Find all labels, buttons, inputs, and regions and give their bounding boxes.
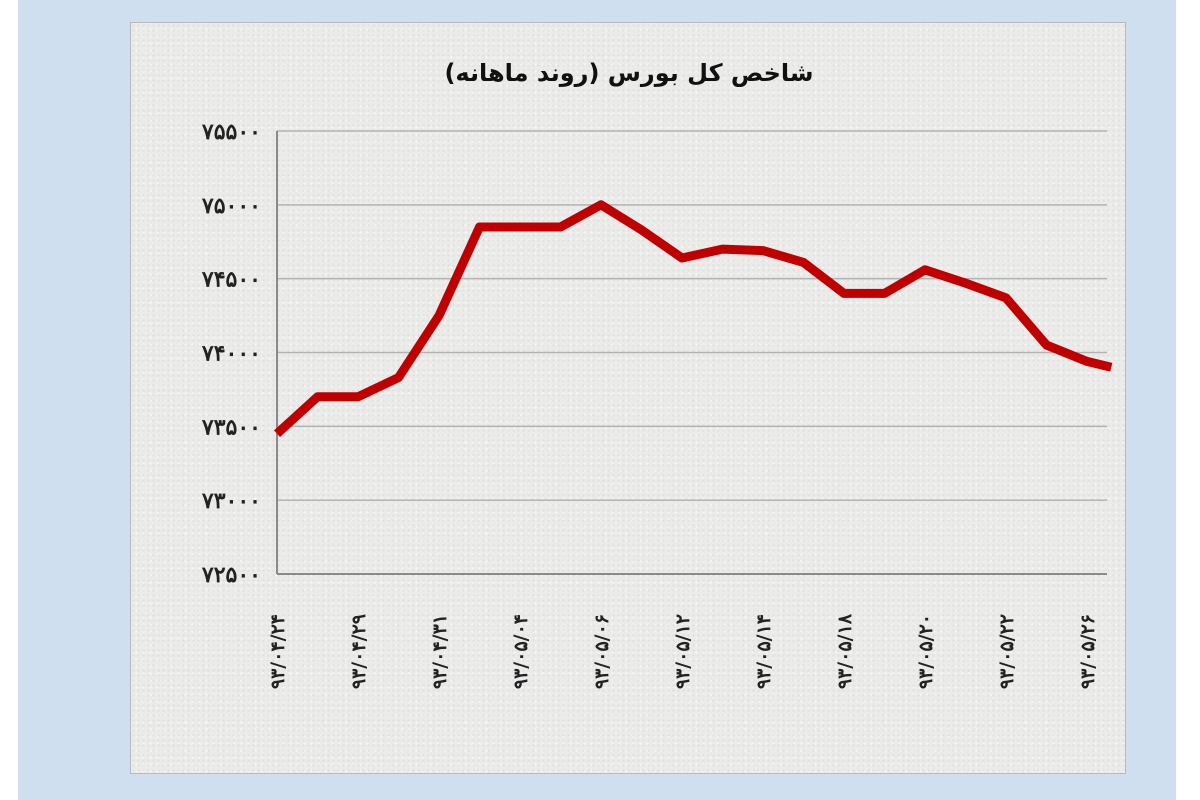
x-tick-label: ۹۳/۰۵/۲۲ xyxy=(996,614,1018,689)
x-tick-label: ۹۳/۰۴/۲۹ xyxy=(348,614,370,689)
x-tick-label: ۹۳/۰۵/۰۶ xyxy=(591,614,613,689)
chart-frame: شاخص کل بورس (روند ماهانه) ۷۲۵۰۰ ۷۳۰۰۰ ۷۳۵… xyxy=(18,0,1176,800)
y-tick-labels: ۷۲۵۰۰ ۷۳۰۰۰ ۷۳۵۰۰ ۷۴۰۰۰ ۷۴۵۰۰ ۷۵۰۰۰ ۷۵۵۰۰ xyxy=(201,119,261,588)
y-tick-label: ۷۳۰۰۰ xyxy=(201,488,261,514)
series xyxy=(273,200,1113,438)
x-tick-label: ۹۳/۰۵/۱۸ xyxy=(834,613,856,689)
x-tick-label: ۹۳/۰۵/۲۶ xyxy=(1077,614,1099,689)
y-tick-label: ۷۴۵۰۰ xyxy=(201,267,261,293)
y-tick-label: ۷۴۰۰۰ xyxy=(201,341,261,367)
y-tick-label: ۷۵۰۰۰ xyxy=(201,193,261,219)
chart-title: شاخص کل بورس (روند ماهانه) xyxy=(444,59,813,87)
x-tick-label: ۹۳/۰۵/۲۰ xyxy=(915,614,937,689)
x-tick-labels: ۹۳/۰۴/۲۴ ۹۳/۰۴/۲۹ ۹۳/۰۴/۳۱ ۹۳/۰۵/۰۴ ۹۳/۰۵/۰۶… xyxy=(267,613,1099,689)
series-line xyxy=(273,200,1113,438)
chart-panel: شاخص کل بورس (روند ماهانه) ۷۲۵۰۰ ۷۳۰۰۰ ۷۳۵… xyxy=(130,22,1126,774)
x-tick-label: ۹۳/۰۴/۲۴ xyxy=(267,614,289,689)
y-tick-label: ۷۳۵۰۰ xyxy=(201,414,261,440)
grid-lines xyxy=(277,130,1107,501)
y-tick-label: ۷۵۵۰۰ xyxy=(201,119,261,145)
axes xyxy=(276,131,1107,575)
x-tick-label: ۹۳/۰۵/۱۴ xyxy=(753,614,775,689)
x-tick-label: ۹۳/۰۵/۰۴ xyxy=(510,614,532,689)
chart-svg: شاخص کل بورس (روند ماهانه) ۷۲۵۰۰ ۷۳۰۰۰ ۷۳۵… xyxy=(201,59,1113,689)
x-tick-label: ۹۳/۰۴/۳۱ xyxy=(429,614,451,689)
x-tick-label: ۹۳/۰۵/۱۲ xyxy=(672,614,694,689)
y-tick-label: ۷۲۵۰۰ xyxy=(201,562,261,588)
